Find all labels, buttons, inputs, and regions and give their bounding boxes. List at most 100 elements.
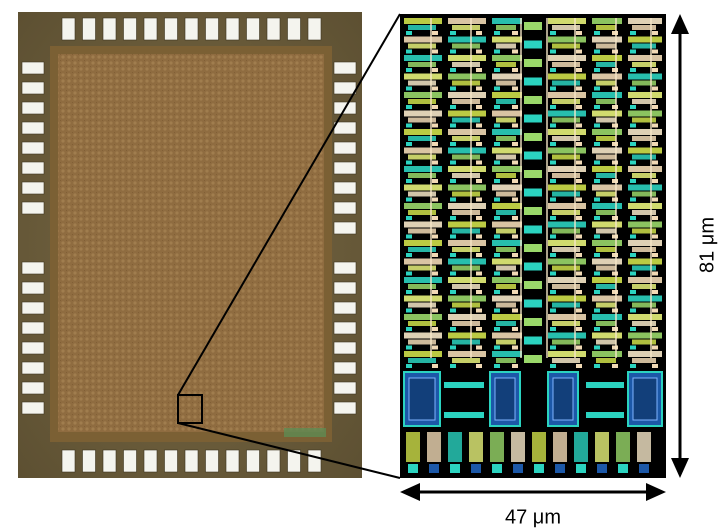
- layout-via: [494, 308, 500, 313]
- layout-via: [630, 308, 636, 313]
- layout-cell: [592, 221, 622, 228]
- layout-cell: [548, 55, 586, 61]
- bond-pad: [333, 141, 357, 155]
- layout-cell: [511, 432, 525, 462]
- layout-via: [555, 464, 565, 473]
- layout-cell: [492, 55, 522, 61]
- layout-via: [594, 216, 600, 220]
- bond-pad: [61, 449, 76, 473]
- layout-via: [652, 216, 658, 220]
- bond-pad: [21, 281, 45, 295]
- layout-cell: [596, 302, 616, 308]
- layout-via: [494, 197, 500, 202]
- layout-cell: [408, 80, 436, 86]
- layout-cell: [552, 43, 580, 49]
- layout-cell: [632, 62, 656, 67]
- layout-cell: [596, 228, 616, 234]
- layout-cell: [408, 173, 436, 178]
- layout-via: [450, 364, 456, 368]
- layout-via: [432, 179, 438, 183]
- layout-via: [594, 271, 600, 276]
- bond-pad: [287, 17, 301, 41]
- layout-cell: [448, 332, 486, 339]
- layout-cell: [552, 117, 580, 123]
- layout-via: [432, 105, 438, 109]
- zoom-line-top: [177, 13, 401, 396]
- layout-via: [406, 142, 412, 146]
- layout-cell: [496, 154, 516, 160]
- bond-pad: [333, 281, 357, 295]
- layout-cell: [596, 321, 616, 326]
- layout-via: [512, 31, 518, 35]
- layout-cell: [628, 166, 662, 172]
- layout-via: [512, 105, 518, 109]
- layout-via: [450, 308, 456, 313]
- layout-cell: [448, 351, 486, 357]
- bond-pad: [21, 101, 45, 115]
- layout-cell: [592, 277, 622, 283]
- layout-cell: [628, 184, 662, 191]
- layout-block-inner: [552, 377, 574, 421]
- bond-pad: [21, 141, 45, 155]
- layout-cell: [596, 339, 616, 345]
- layout-via: [576, 142, 582, 146]
- layout-via: [406, 105, 412, 109]
- layout-via: [630, 216, 636, 220]
- layout-cell: [452, 173, 480, 178]
- layout-cell: [452, 358, 480, 363]
- layout-cell: [404, 221, 442, 228]
- layout-cell: [448, 203, 486, 209]
- layout-cell: [628, 147, 662, 154]
- layout-via: [630, 142, 636, 146]
- height-label: 81 μm: [696, 217, 718, 273]
- layout-cell: [632, 25, 656, 30]
- layout-via: [550, 142, 556, 146]
- layout-cell: [632, 210, 656, 215]
- layout-via: [432, 345, 438, 350]
- layout-via: [652, 142, 658, 146]
- layout-cell: [496, 265, 516, 271]
- layout-cell: [452, 284, 480, 289]
- layout-cell: [552, 80, 580, 86]
- layout-via: [652, 234, 658, 239]
- bond-pad: [333, 381, 357, 395]
- layout-cell: [408, 99, 436, 104]
- layout-via: [494, 253, 500, 257]
- layout-cell: [452, 62, 480, 67]
- layout-cell: [632, 284, 656, 289]
- layout-cell: [452, 154, 480, 160]
- bond-pad: [333, 341, 357, 355]
- layout-via: [476, 216, 482, 220]
- layout-via: [576, 68, 582, 72]
- layout-via: [594, 86, 600, 91]
- layout-via: [494, 364, 500, 368]
- layout-cell: [628, 314, 662, 320]
- layout-via: [432, 216, 438, 220]
- layout-cell: [628, 295, 662, 302]
- bond-pad: [333, 201, 357, 215]
- layout-via: [576, 160, 582, 165]
- layout-via: [652, 308, 658, 313]
- layout-via: [652, 123, 658, 128]
- layout-cell: [452, 25, 480, 30]
- layout-cell: [492, 203, 522, 209]
- layout-cell: [408, 191, 436, 197]
- layout-cell: [496, 62, 516, 67]
- layout-cell: [408, 117, 436, 123]
- layout-cell: [552, 99, 580, 104]
- layout-via: [492, 464, 502, 473]
- layout-cell: [548, 295, 586, 302]
- bond-pad: [333, 181, 357, 195]
- green-marker: [284, 428, 326, 437]
- layout-via: [652, 86, 658, 91]
- layout-cell: [492, 73, 522, 80]
- layout-via: [450, 123, 456, 128]
- layout-via: [494, 49, 500, 54]
- bond-pad: [123, 17, 137, 41]
- layout-via: [594, 197, 600, 202]
- layout-cell: [404, 184, 442, 191]
- layout-cell: [496, 284, 516, 289]
- layout-via: [594, 68, 600, 72]
- layout-wire: [586, 382, 624, 388]
- layout-via: [513, 464, 523, 473]
